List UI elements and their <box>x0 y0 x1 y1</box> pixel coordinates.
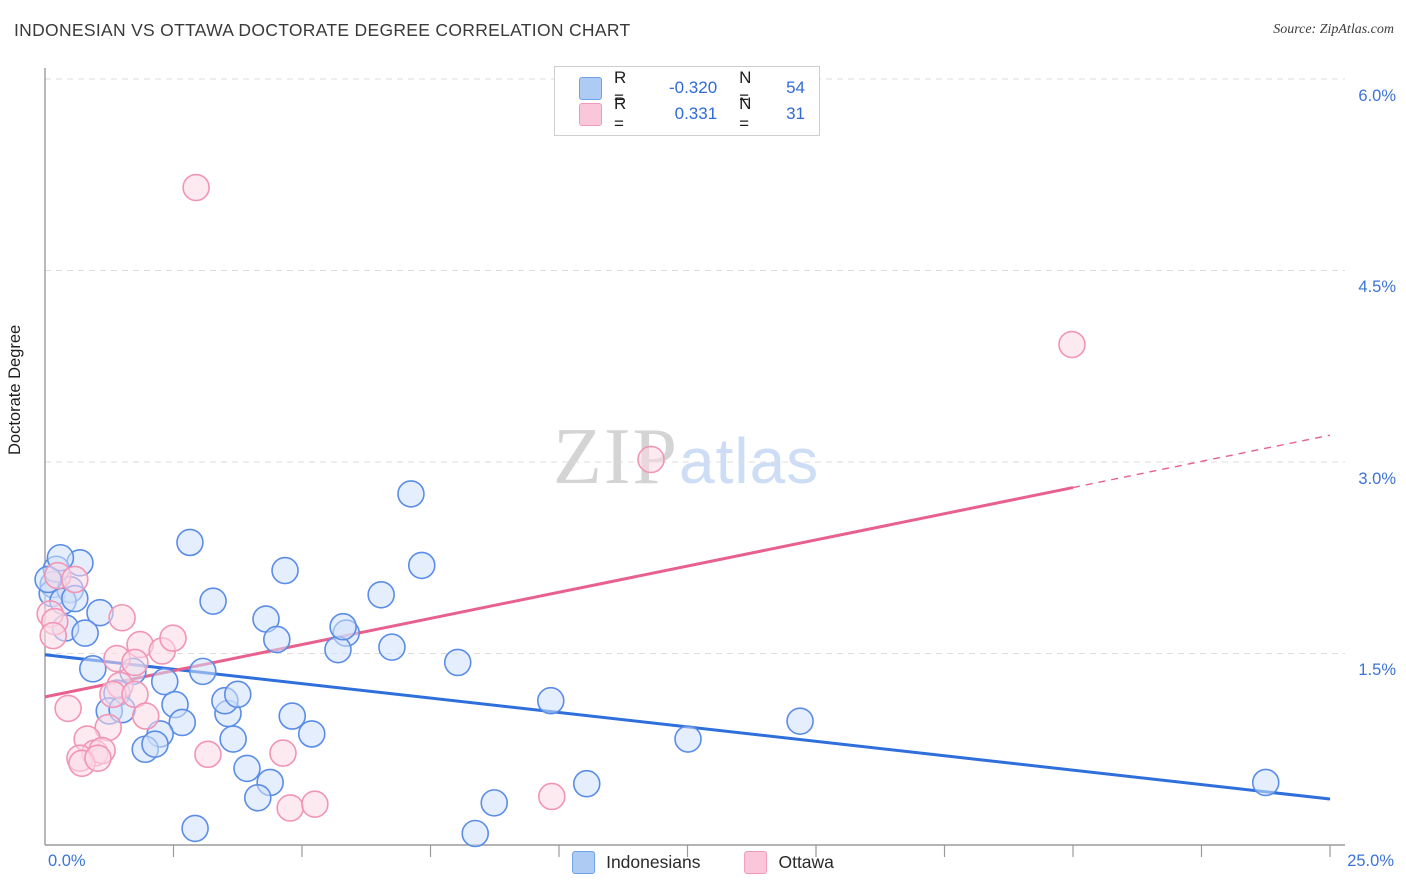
y-tick-label-3: 3.0% <box>1358 470 1396 488</box>
n-value-ottawa: 31 <box>786 104 805 123</box>
legend-item-indonesians[interactable]: Indonesians <box>572 851 700 874</box>
scatter-point-indonesians[interactable] <box>572 769 601 798</box>
scatter-point-ottawa[interactable] <box>108 603 136 632</box>
scatter-point-indonesians[interactable] <box>219 725 247 753</box>
scatter-point-ottawa[interactable] <box>637 445 665 474</box>
scatter-point-indonesians[interactable] <box>1251 768 1280 797</box>
page-title: INDONESIAN VS OTTAWA DOCTORATE DEGREE CO… <box>14 20 631 40</box>
legend-row-indonesians: R = -0.320 N = 54 <box>579 68 805 107</box>
scatter-point-indonesians[interactable] <box>271 556 299 585</box>
indonesians-swatch-icon <box>579 76 602 100</box>
scatter-point-ottawa[interactable] <box>54 694 82 723</box>
series-legend: Indonesians Ottawa <box>572 851 834 874</box>
scatter-point-indonesians[interactable] <box>367 580 395 609</box>
scatter-point-indonesians[interactable] <box>674 725 702 753</box>
scatter-point-indonesians[interactable] <box>150 667 179 696</box>
r-value-indonesians: -0.320 <box>668 78 718 97</box>
scatter-point-indonesians[interactable] <box>324 635 352 664</box>
legend-row-ottawa: R = 0.331 N = 31 <box>579 94 805 133</box>
scatter-point-ottawa[interactable] <box>194 740 222 769</box>
scatter-point-indonesians[interactable] <box>71 619 99 647</box>
n-label: N = <box>739 68 752 107</box>
scatter-point-ottawa[interactable] <box>84 744 112 772</box>
scatter-point-indonesians[interactable] <box>263 625 291 654</box>
scatter-point-ottawa[interactable] <box>1058 330 1086 359</box>
scatter-point-indonesians[interactable] <box>407 551 436 580</box>
r-value-ottawa: 0.331 <box>674 104 718 123</box>
scatter-point-indonesians[interactable] <box>168 708 197 737</box>
scatter-point-ottawa[interactable] <box>39 621 68 650</box>
scatter-point-ottawa[interactable] <box>182 173 210 202</box>
scatter-point-ottawa[interactable] <box>61 565 89 594</box>
scatter-point-indonesians[interactable] <box>461 819 490 848</box>
scatter-point-indonesians[interactable] <box>176 528 204 557</box>
ottawa-swatch-icon <box>744 851 768 874</box>
scatter-point-indonesians[interactable] <box>480 789 509 817</box>
trend-line-ottawa-projection <box>1072 434 1331 489</box>
scatter-point-ottawa[interactable] <box>301 790 329 818</box>
zipatlas-watermark: ZIPatlas <box>553 412 819 503</box>
ottawa-swatch-icon <box>579 102 602 126</box>
x-axis-min-label: 0.0% <box>48 852 86 870</box>
scatter-point-ottawa[interactable] <box>121 648 149 677</box>
scatter-point-indonesians[interactable] <box>199 587 227 615</box>
legend-item-label: Ottawa <box>778 852 834 872</box>
y-axis-title: Doctorate Degree <box>6 324 24 455</box>
scatter-point-indonesians[interactable] <box>378 633 406 661</box>
r-label: R = <box>614 94 627 133</box>
scatter-point-indonesians[interactable] <box>141 730 169 758</box>
scatter-point-indonesians[interactable] <box>297 720 326 748</box>
indonesians-swatch-icon <box>572 851 596 874</box>
source-attribution: Source: ZipAtlas.com <box>1273 22 1394 37</box>
correlation-legend-box: R = -0.320 N = 54 R = 0.331 N = 31 <box>554 66 820 136</box>
scatter-point-indonesians[interactable] <box>181 814 209 843</box>
scatter-point-ottawa[interactable] <box>131 702 160 730</box>
legend-item-label: Indonesians <box>606 852 701 872</box>
scatter-point-indonesians[interactable] <box>243 783 272 812</box>
scatter-point-indonesians[interactable] <box>329 612 357 641</box>
scatter-point-indonesians[interactable] <box>536 686 565 715</box>
scatter-point-indonesians[interactable] <box>443 648 472 677</box>
scatter-point-indonesians[interactable] <box>397 480 425 508</box>
scatter-point-ottawa[interactable] <box>538 782 566 811</box>
r-label: R = <box>614 68 627 107</box>
y-tick-label-6: 6.0% <box>1358 87 1396 105</box>
scatter-point-indonesians[interactable] <box>278 702 307 730</box>
scatter-point-indonesians[interactable] <box>79 655 107 683</box>
scatter-point-indonesians[interactable] <box>188 657 217 686</box>
scatter-point-ottawa[interactable] <box>121 680 149 709</box>
scatter-point-ottawa[interactable] <box>269 739 297 767</box>
watermark-atlas-text: atlas <box>679 425 820 497</box>
scatter-point-indonesians[interactable] <box>786 707 814 735</box>
x-axis-max-label: 25.0% <box>1347 852 1394 870</box>
trend-line-ottawa <box>44 486 1074 699</box>
n-value-indonesians: 54 <box>786 78 805 97</box>
y-tick-label-1-5: 1.5% <box>1358 661 1396 679</box>
scatter-point-indonesians[interactable] <box>223 680 252 709</box>
y-tick-label-4-5: 4.5% <box>1358 278 1396 296</box>
legend-item-ottawa[interactable]: Ottawa <box>744 851 834 874</box>
scatter-point-ottawa[interactable] <box>159 624 187 652</box>
scatter-point-indonesians[interactable] <box>233 754 261 783</box>
n-label: N = <box>739 94 752 133</box>
scatter-point-ottawa[interactable] <box>276 794 304 822</box>
